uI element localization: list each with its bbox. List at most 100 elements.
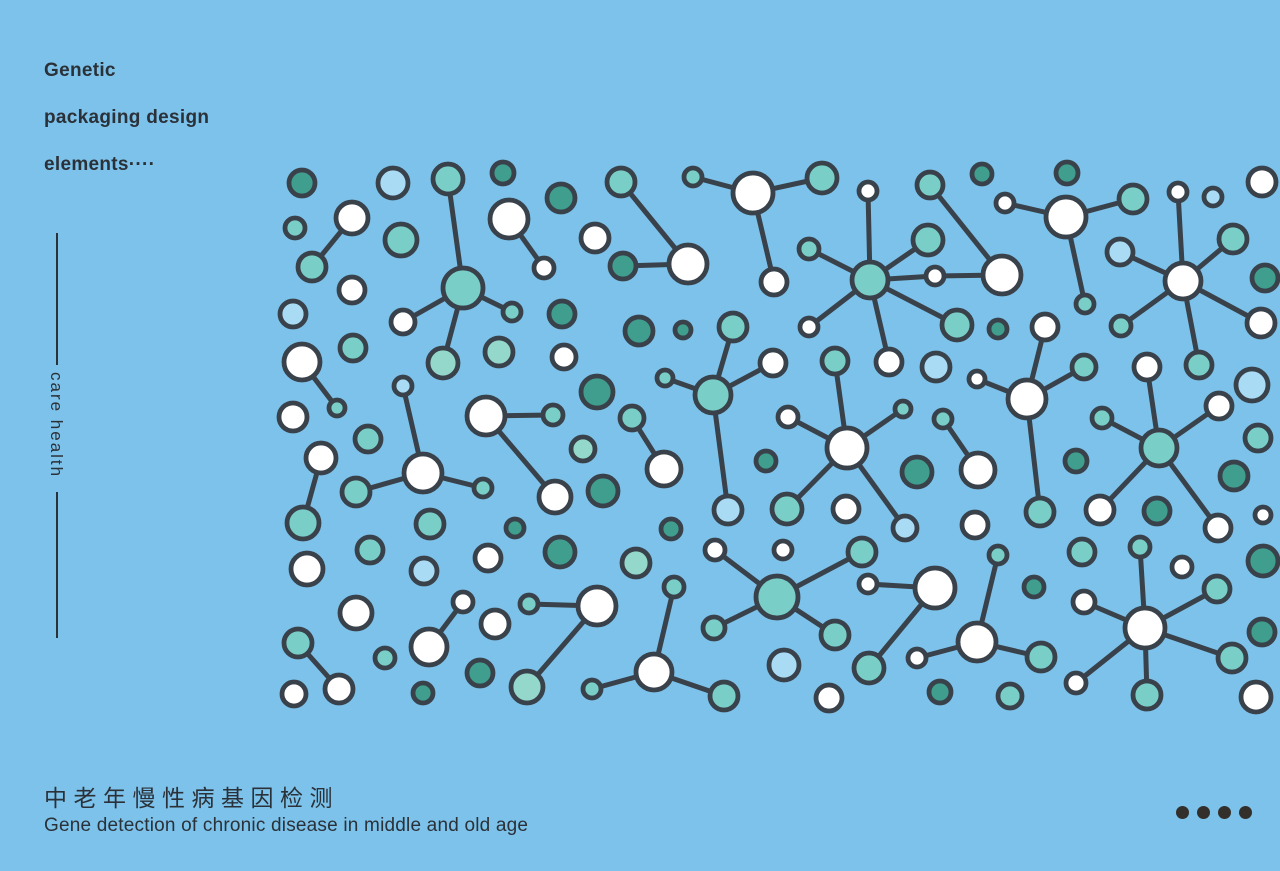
molecule-node xyxy=(279,679,309,709)
molecule-node xyxy=(1202,512,1234,544)
molecule-node xyxy=(401,451,445,495)
molecule-node xyxy=(1169,554,1195,580)
molecule-node xyxy=(959,509,991,541)
molecule-node xyxy=(288,550,326,588)
molecule-node xyxy=(531,255,557,281)
molecule-node xyxy=(425,345,461,381)
molecule-node xyxy=(711,493,745,527)
molecule-node xyxy=(487,197,531,241)
pager-dot xyxy=(1239,806,1252,819)
molecule-node xyxy=(382,221,420,259)
molecule-node xyxy=(910,222,946,258)
molecule-node xyxy=(1246,616,1278,648)
molecule-node xyxy=(905,646,929,670)
molecule-node xyxy=(830,493,862,525)
molecule-node xyxy=(702,537,728,563)
molecule-node xyxy=(303,440,339,476)
molecule-node xyxy=(730,170,776,216)
molecule-node xyxy=(1141,495,1173,527)
molecule-node xyxy=(1238,679,1274,715)
molecule-node xyxy=(804,160,840,196)
molecule-node xyxy=(813,682,845,714)
molecule-node xyxy=(1244,306,1278,340)
molecule-node xyxy=(1245,165,1279,199)
molecule-node xyxy=(336,274,368,306)
molecule-node xyxy=(575,584,619,628)
molecule-node xyxy=(286,167,318,199)
molecule-node xyxy=(489,159,517,187)
molecule-node xyxy=(580,677,604,701)
molecule-node xyxy=(1131,351,1163,383)
molecule-node xyxy=(508,668,546,706)
molecule-node xyxy=(692,374,734,416)
molecule-node xyxy=(408,555,440,587)
molecule-node xyxy=(1242,422,1274,454)
molecule-node xyxy=(337,332,369,364)
molecule-node xyxy=(337,594,375,632)
molecule-node xyxy=(966,368,988,390)
molecule-node xyxy=(1043,194,1089,240)
pager-dot xyxy=(1176,806,1189,819)
molecule-node xyxy=(1089,405,1115,431)
molecule-node xyxy=(851,650,887,686)
molecule-node xyxy=(622,314,656,348)
title-block: Genetic packaging design elements···· xyxy=(44,35,209,200)
molecule-node xyxy=(1201,185,1225,209)
molecule-node xyxy=(797,315,821,339)
molecule-node xyxy=(766,647,802,683)
molecule-node xyxy=(1183,349,1215,381)
molecule-node xyxy=(753,573,801,621)
title-line-1: Genetic xyxy=(44,59,116,81)
molecule-node xyxy=(849,259,891,301)
molecule-node xyxy=(410,680,436,706)
molecule-node xyxy=(845,535,879,569)
molecule-node xyxy=(1005,377,1049,421)
molecule-node xyxy=(585,473,621,509)
molecule-node xyxy=(1252,504,1274,526)
molecule-node xyxy=(464,394,508,438)
molecule-node xyxy=(282,215,308,241)
molecule-node xyxy=(856,572,880,596)
molecule-node xyxy=(912,565,958,611)
molecule-node xyxy=(430,161,466,197)
pager-dot xyxy=(1218,806,1231,819)
molecule-node xyxy=(408,626,450,668)
molecule-node xyxy=(995,681,1025,711)
molecule-node xyxy=(955,620,999,664)
caption-chinese: 中老年慢性病基因检测 xyxy=(44,785,339,811)
molecule-node xyxy=(1029,311,1061,343)
molecule-node xyxy=(536,478,574,516)
molecule-node xyxy=(969,161,995,187)
molecule-node xyxy=(873,346,905,378)
molecule-node xyxy=(1083,493,1117,527)
molecule-node xyxy=(619,546,653,580)
side-rail-line-bottom xyxy=(56,492,58,638)
molecule-node xyxy=(391,374,415,398)
molecule-node xyxy=(482,335,516,369)
molecule-node xyxy=(284,504,322,542)
molecule-node xyxy=(375,165,411,201)
molecule-node xyxy=(1104,236,1136,268)
molecule-node xyxy=(633,651,675,693)
molecule-node xyxy=(899,454,935,490)
molecule-node xyxy=(856,179,880,203)
molecule-node xyxy=(771,538,795,562)
pager-dot xyxy=(1197,806,1210,819)
molecule-node xyxy=(339,475,373,509)
molecule-node xyxy=(568,434,598,464)
molecule-node xyxy=(769,491,805,527)
title-line-2: packaging design xyxy=(44,106,210,128)
molecule-node xyxy=(658,516,684,542)
molecule-node xyxy=(926,678,954,706)
molecule-node xyxy=(1162,260,1204,302)
molecule-node xyxy=(1062,447,1090,475)
molecule-node xyxy=(1063,670,1089,696)
molecule-node xyxy=(546,298,578,330)
molecule-node xyxy=(472,542,504,574)
molecule-node xyxy=(1021,574,1047,600)
molecule-node xyxy=(295,250,329,284)
molecule-node xyxy=(354,534,386,566)
molecule-node xyxy=(578,221,612,255)
molecule-node xyxy=(607,250,639,282)
